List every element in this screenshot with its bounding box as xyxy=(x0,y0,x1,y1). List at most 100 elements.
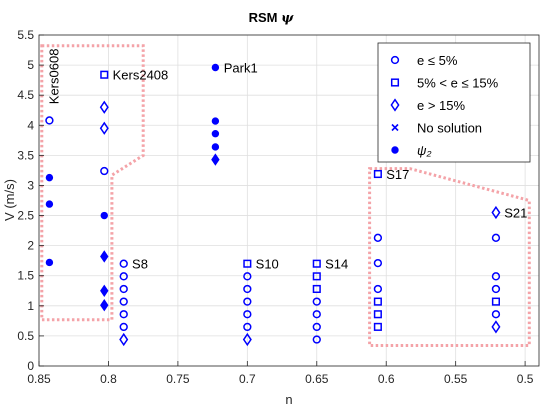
y-tick-label: 4 xyxy=(27,118,34,132)
data-point-circle-open xyxy=(312,335,321,344)
y-tick-label: 5 xyxy=(27,58,34,72)
chart-title-text: RSM xyxy=(249,10,278,25)
region-boundary-1 xyxy=(40,44,145,322)
y-axis-label: V (m/s) xyxy=(2,179,17,221)
data-point-diamond-open xyxy=(119,332,129,347)
data-point-square-open xyxy=(491,297,500,306)
data-point-circle-open xyxy=(100,166,109,176)
point-annotation: S8 xyxy=(132,257,148,272)
data-point-circle-open xyxy=(373,233,383,242)
y-tick-label: 1 xyxy=(27,299,34,313)
data-point-circle-open xyxy=(119,310,128,319)
annotations: Kers0608 Kers2408 Park1 S8 S10 S14 S17 S21 xyxy=(46,49,527,272)
legend: e ≤ 5% 5% < e ≤ 15% e > 15% No solution ψ₂ xyxy=(377,42,531,163)
x-tick-label: 0.6 xyxy=(378,372,395,386)
point-annotation: S21 xyxy=(504,206,527,221)
data-point-circle-open xyxy=(243,272,252,281)
data-point-square-open xyxy=(373,322,382,331)
data-point-square-open xyxy=(312,259,321,268)
data-point-diamond-open xyxy=(491,205,501,220)
x-axis-ticks: 0.85 0.8 0.75 0.7 0.65 0.6 0.55 0.5 xyxy=(27,361,534,386)
legend-label: 5% < e ≤ 15% xyxy=(417,76,499,91)
x-tick-label: 0.85 xyxy=(27,372,51,386)
plot-frame xyxy=(38,34,540,367)
x-tick-label: 0.7 xyxy=(239,372,256,386)
data-point-circle-open xyxy=(491,272,501,281)
y-tick-label: 4.5 xyxy=(17,88,34,102)
data-point-square-open xyxy=(312,272,321,281)
data-point-circle-filled xyxy=(100,211,108,220)
point-annotation: Kers0608 xyxy=(46,49,61,105)
data-point-circle-open xyxy=(491,310,501,319)
y-tick-label: 1.5 xyxy=(17,269,34,283)
data-point-diamond-open xyxy=(242,332,252,347)
data-point-diamond-open xyxy=(491,320,501,334)
legend-label: e > 15% xyxy=(417,98,466,113)
data-point-diamond-open xyxy=(99,100,109,114)
legend-marker xyxy=(390,78,400,87)
x-axis-label: n xyxy=(285,392,292,407)
data-point-circle-open xyxy=(491,284,501,294)
data-point-diamond-filled xyxy=(100,284,109,297)
x-tick-label: 0.75 xyxy=(166,372,190,386)
point-annotation: S17 xyxy=(386,167,409,182)
data-point-circle-open xyxy=(119,272,128,281)
legend-label: ψ₂ xyxy=(417,143,431,158)
chart-title-symbol: ψ xyxy=(281,11,294,26)
data-point-circle-open xyxy=(243,322,252,332)
point-annotation: S14 xyxy=(325,257,348,272)
data-point-circle-filled xyxy=(45,258,54,267)
x-tick-label: 0.55 xyxy=(444,372,468,386)
y-tick-label: 2.5 xyxy=(17,209,34,223)
legend-marker xyxy=(390,98,400,112)
point-annotation: Kers2408 xyxy=(113,68,169,83)
x-tick-label: 0.5 xyxy=(517,372,534,386)
legend-label: No solution xyxy=(417,121,482,136)
legend-marker xyxy=(390,55,400,65)
legend-marker xyxy=(391,146,399,154)
data-point-circle-open xyxy=(119,322,128,332)
point-annotation: Park1 xyxy=(224,60,258,75)
y-axis-ticks: 0 0.5 1 1.5 2 2.5 3 3.5 4 4.5 5 5.5 xyxy=(17,28,44,373)
y-tick-label: 3.5 xyxy=(17,148,34,162)
legend-box xyxy=(377,42,531,163)
data-point-circle-open xyxy=(243,297,252,306)
chart-title: RSM ψ xyxy=(249,10,295,26)
y-tick-label: 2 xyxy=(27,239,34,253)
point-annotation: S10 xyxy=(256,257,279,272)
data-point-square-open xyxy=(243,259,252,268)
data-point-square-open xyxy=(100,70,109,79)
legend-label: e ≤ 5% xyxy=(417,53,458,68)
data-point-circle-filled xyxy=(45,173,54,182)
data-point-circle-filled xyxy=(211,63,220,72)
y-tick-label: 0.5 xyxy=(17,329,34,343)
legend-marker xyxy=(391,123,399,132)
data-point-square-open xyxy=(373,169,382,179)
data-point-square-open xyxy=(312,284,321,294)
data-point-circle-filled xyxy=(211,117,220,125)
data-point-square-open xyxy=(373,310,382,319)
data-point-circle-open xyxy=(45,116,54,125)
data-point-circle-open xyxy=(243,310,252,319)
data-point-circle-filled xyxy=(45,200,54,208)
data-point-diamond-filled xyxy=(100,299,109,312)
data-point-circle-open xyxy=(373,258,383,268)
data-point-circle-open xyxy=(119,284,128,294)
data-points xyxy=(45,63,501,347)
data-point-circle-open xyxy=(243,284,252,294)
data-point-diamond-filled xyxy=(100,250,109,263)
data-point-circle-open xyxy=(491,233,501,242)
y-tick-label: 3 xyxy=(27,178,34,192)
data-point-diamond-open xyxy=(99,121,109,135)
y-tick-label: 5.5 xyxy=(17,28,34,42)
data-point-circle-open xyxy=(312,310,321,319)
regions xyxy=(40,44,531,347)
x-tick-label: 0.8 xyxy=(100,372,117,386)
data-point-circle-open xyxy=(119,259,128,268)
data-point-circle-filled xyxy=(211,143,220,151)
region-boundary-2 xyxy=(368,167,531,347)
data-point-square-open xyxy=(373,297,382,306)
data-point-circle-filled xyxy=(211,129,220,138)
y-tick-label: 0 xyxy=(27,359,34,373)
